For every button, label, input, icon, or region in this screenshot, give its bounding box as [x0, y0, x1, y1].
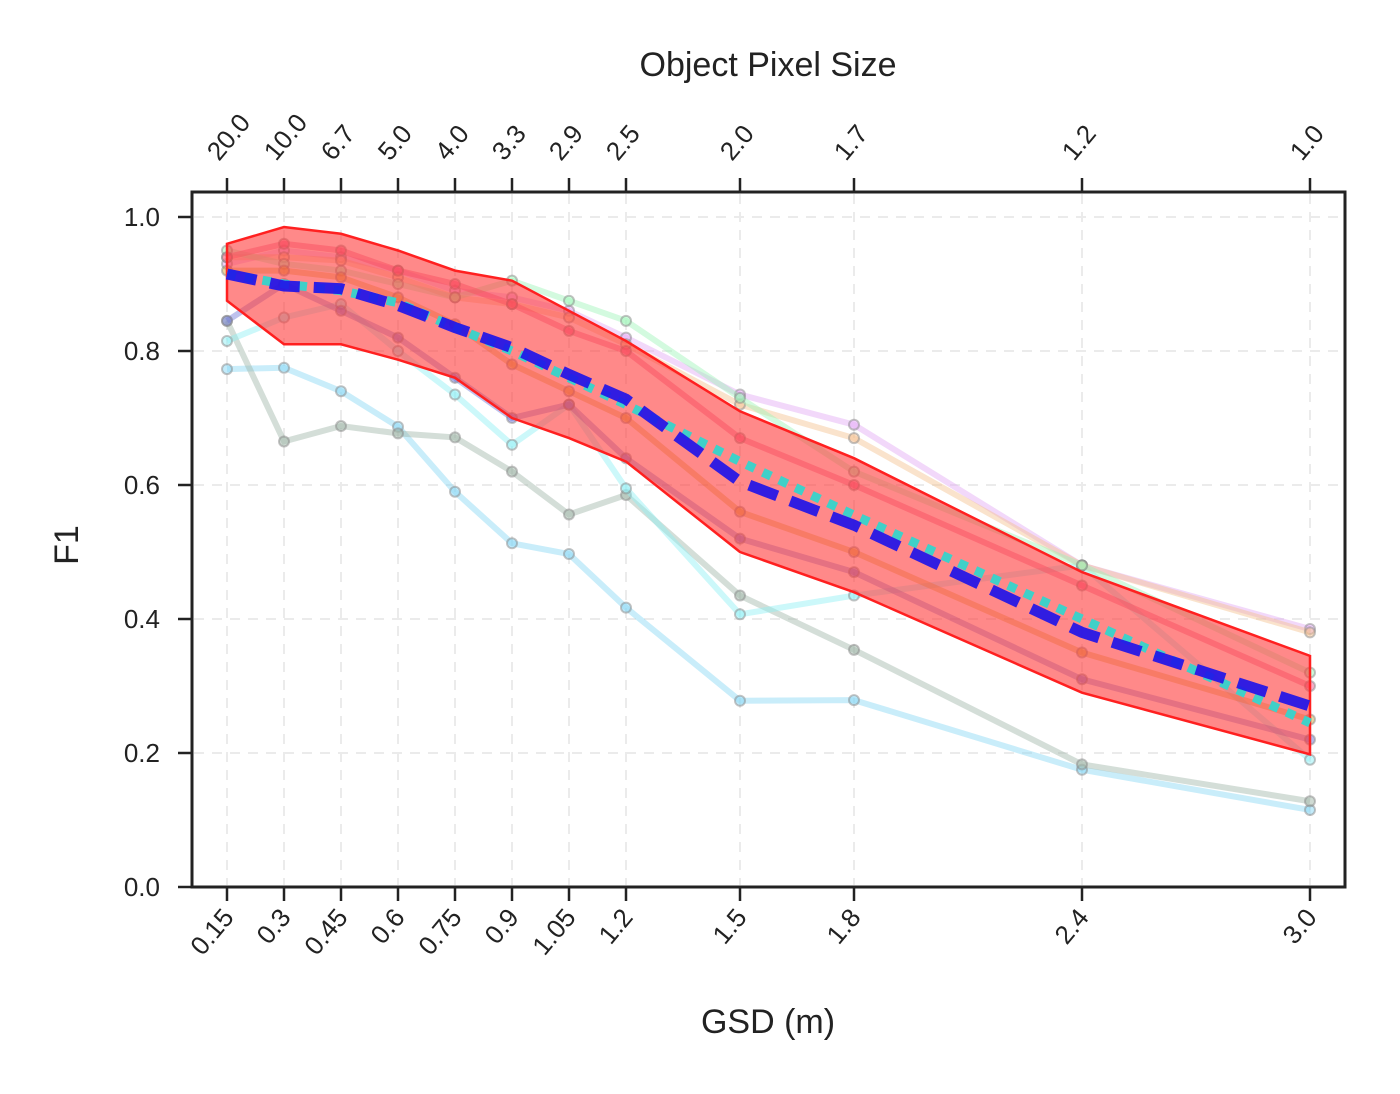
series-point	[848, 694, 860, 707]
top-tick-label: 3.3	[486, 119, 532, 166]
series-point	[563, 548, 575, 561]
series-point	[278, 435, 290, 448]
series-point	[620, 482, 632, 495]
series-point	[620, 314, 632, 327]
series-point	[563, 508, 575, 521]
series-point	[1304, 753, 1316, 766]
x-tick-label: 1.2	[592, 903, 638, 950]
series-point	[278, 361, 290, 374]
series-point	[449, 388, 461, 401]
y-tick-label: 0.0	[124, 872, 160, 902]
series-point	[1304, 626, 1316, 639]
top-axis-label: Object Pixel Size	[640, 46, 897, 84]
mean-series	[225, 268, 1312, 727]
top-tick-label: 1.0	[1284, 119, 1330, 166]
series-point	[506, 537, 518, 550]
top-tick-label: 10.0	[258, 108, 314, 166]
y-tick-label: 0.6	[124, 470, 160, 500]
top-tick-label: 1.2	[1056, 119, 1102, 166]
series-line	[226, 364, 1311, 813]
series-point	[734, 589, 746, 602]
y-axis-label: F1	[48, 525, 86, 565]
series-point	[734, 608, 746, 621]
x-tick-label: 2.4	[1048, 903, 1094, 950]
y-tick-label: 0.8	[124, 336, 160, 366]
series-point	[449, 485, 461, 498]
top-tick-label: 2.5	[600, 119, 646, 166]
series-point	[506, 465, 518, 478]
series-point	[221, 363, 233, 376]
x-tick-label: 1.8	[820, 903, 866, 950]
x-tick-label: 0.6	[364, 903, 410, 950]
series-point	[563, 294, 575, 307]
mean-dashed-line	[225, 268, 1312, 712]
series-point	[506, 438, 518, 451]
series-point	[848, 418, 860, 431]
series-point	[221, 314, 233, 327]
top-tick-label: 1.7	[828, 119, 874, 166]
top-tick-label: 2.9	[543, 119, 589, 166]
x-tick-label: 0.9	[478, 903, 524, 950]
top-tick-label: 2.0	[714, 119, 760, 166]
series-point	[734, 694, 746, 707]
series-line	[224, 319, 1311, 805]
series-point	[449, 431, 461, 444]
x-tick-label: 1.05	[526, 903, 582, 961]
top-tick-label: 6.7	[315, 119, 361, 166]
plot-frame	[190, 190, 1347, 889]
x-axis-label: GSD (m)	[701, 1003, 835, 1041]
x-tick-label: 0.45	[298, 903, 354, 961]
y-tick-label: 0.2	[124, 738, 160, 768]
top-tick-label: 20.0	[201, 108, 257, 166]
series-point	[335, 385, 347, 398]
series-point	[335, 420, 347, 433]
series-point	[620, 601, 632, 614]
top-tick-label: 4.0	[429, 119, 475, 166]
series-point	[1304, 795, 1316, 808]
series-point	[1076, 559, 1088, 572]
series-point	[848, 432, 860, 445]
y-tick-label: 1.0	[124, 202, 160, 232]
top-tick-label: 5.0	[372, 119, 418, 166]
series-point	[221, 334, 233, 347]
x-tick-label: 3.0	[1276, 903, 1322, 950]
series-point	[734, 391, 746, 404]
y-tick-label: 0.4	[124, 604, 160, 634]
x-tick-label: 0.75	[412, 903, 468, 961]
series-point	[1076, 758, 1088, 771]
x-tick-label: 0.3	[250, 903, 296, 950]
series-point	[392, 427, 404, 440]
x-tick-label: 0.15	[184, 903, 240, 961]
x-tick-label: 1.5	[706, 903, 752, 950]
series-point	[848, 643, 860, 656]
